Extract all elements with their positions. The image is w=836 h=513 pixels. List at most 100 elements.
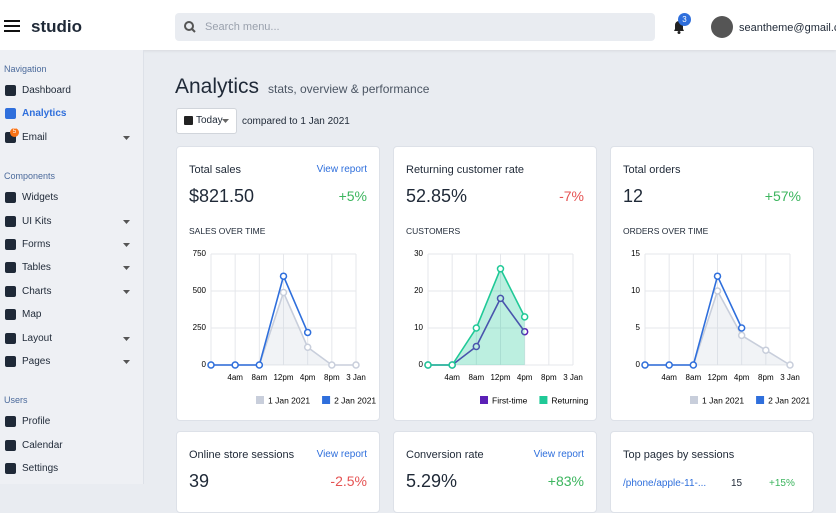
x-tick-label: 12pm: [707, 373, 727, 382]
y-tick-label: 10: [631, 286, 640, 295]
data-point: [520, 313, 529, 321]
card-link[interactable]: View report: [533, 449, 584, 460]
x-tick-label: 12pm: [273, 373, 293, 382]
caret: [123, 135, 130, 140]
data-point: [689, 361, 698, 369]
y-tick-label: 30: [414, 249, 423, 258]
nav-item[interactable]: Forms: [0, 235, 143, 255]
nav-item[interactable]: Widgets: [0, 188, 143, 208]
card-link[interactable]: View report: [316, 449, 367, 460]
nav-icon: [5, 262, 16, 274]
nav-icon: [5, 332, 16, 344]
user-email[interactable]: seantheme@gmail.com: [739, 22, 836, 34]
section-heading: Users: [4, 395, 28, 406]
card-title: Returning customer rate: [406, 164, 524, 176]
nav-label: Profile: [22, 416, 51, 428]
nav-icon: [5, 439, 16, 451]
data-point: [255, 361, 264, 369]
data-point: [424, 361, 432, 369]
nav-label: Calendar: [22, 439, 63, 451]
data-point: [352, 361, 360, 369]
x-tick-label: 4pm: [734, 373, 750, 382]
legend-label: First-time: [492, 395, 528, 405]
data-point: [303, 328, 312, 337]
series-area: [645, 291, 790, 365]
compare-text: compared to 1 Jan 2021: [242, 116, 350, 127]
header: studio Search menu... 3 seantheme@gmail.…: [0, 0, 836, 50]
caret: [123, 336, 130, 341]
nav-item[interactable]: Layout: [0, 329, 143, 349]
menu-icon[interactable]: [4, 20, 20, 32]
nav-item[interactable]: 5 Email: [0, 127, 143, 148]
nav-badge: 5: [10, 127, 19, 137]
nav-item[interactable]: Profile: [0, 412, 143, 432]
nav-item[interactable]: Tables: [0, 258, 143, 278]
card-title: Top pages by sessions: [623, 449, 735, 461]
x-tick-label: 8am: [252, 373, 268, 382]
nav-icon: [5, 309, 16, 321]
nav-label: UI Kits: [22, 215, 52, 227]
section-heading: Components: [4, 171, 56, 182]
y-tick-label: 10: [414, 323, 423, 332]
caret: [123, 289, 130, 294]
nav-item[interactable]: Calendar: [0, 436, 143, 456]
nav-label: Pages: [22, 356, 51, 367]
nav-label: Widgets: [22, 192, 59, 204]
y-tick-label: 20: [414, 286, 423, 295]
x-tick-label: 12pm: [490, 373, 510, 382]
nav-item[interactable]: Analytics: [0, 104, 143, 124]
notification-badge: 3: [678, 13, 691, 26]
y-tick-label: 0: [636, 360, 641, 369]
chart: 0 250 500 750 4am 8am 12pm 4pm 8pm 3 Jan 1 Jan 202…: [193, 249, 377, 405]
nav-item[interactable]: UI Kits: [0, 212, 143, 232]
section-heading: Navigation: [4, 64, 47, 74]
data-point: [328, 361, 336, 369]
caret-shape: [123, 135, 130, 140]
data-point: [472, 324, 481, 332]
series-area: [428, 268, 525, 365]
card-value: 52.85%: [406, 186, 468, 206]
range-button[interactable]: Today: [176, 108, 237, 134]
caret: [123, 219, 130, 224]
y-tick-label: 250: [193, 323, 207, 332]
card-change: -7%: [559, 188, 584, 204]
calendar-icon: [184, 116, 193, 125]
data-point: [303, 343, 312, 351]
nav-item[interactable]: Settings: [0, 459, 143, 479]
caret-shape: [123, 360, 130, 364]
nav-icon: [5, 239, 16, 250]
data-point: [496, 265, 505, 273]
data-point: [448, 361, 456, 369]
nav-item[interactable]: Pages: [0, 352, 143, 372]
data-point: [713, 287, 722, 295]
card-change: +83%: [547, 473, 584, 489]
page-subtitle: stats, overview & performance: [268, 82, 430, 96]
nav-icon: [5, 285, 16, 297]
legend-swatch: [690, 396, 698, 404]
data-point: [496, 294, 505, 303]
chart: 0 5 10 15 4am 8am 12pm 4pm 8pm 3 Jan 1 Jan 2021 2 J…: [631, 249, 810, 405]
nav-label: Email: [22, 131, 48, 143]
caret-shape: [123, 219, 130, 224]
search-box[interactable]: Search menu...: [175, 13, 655, 41]
x-tick-label: 8pm: [758, 373, 774, 382]
range-label: Today: [196, 115, 223, 126]
chart-label: ORDERS OVER TIME: [623, 226, 709, 236]
nav-label: Map: [22, 309, 42, 321]
caret: [123, 360, 130, 364]
caret: [222, 119, 229, 123]
nav-item[interactable]: Charts: [0, 282, 143, 302]
nav-icon: [5, 416, 16, 428]
data-point: [713, 272, 722, 280]
legend-label: 1 Jan 2021: [268, 395, 310, 405]
x-tick-label: 3 Jan: [780, 373, 800, 382]
nav-label: Layout: [22, 332, 53, 344]
nav-item[interactable]: Map: [0, 305, 143, 325]
card: Returning customer rate 52.85% -7% CUSTOMER…: [393, 146, 597, 421]
x-tick-label: 8am: [686, 373, 702, 382]
x-tick-label: 4am: [227, 373, 243, 382]
nav-item[interactable]: Dashboard: [0, 81, 143, 101]
card-link[interactable]: View report: [316, 164, 367, 175]
avatar[interactable]: [711, 16, 733, 38]
